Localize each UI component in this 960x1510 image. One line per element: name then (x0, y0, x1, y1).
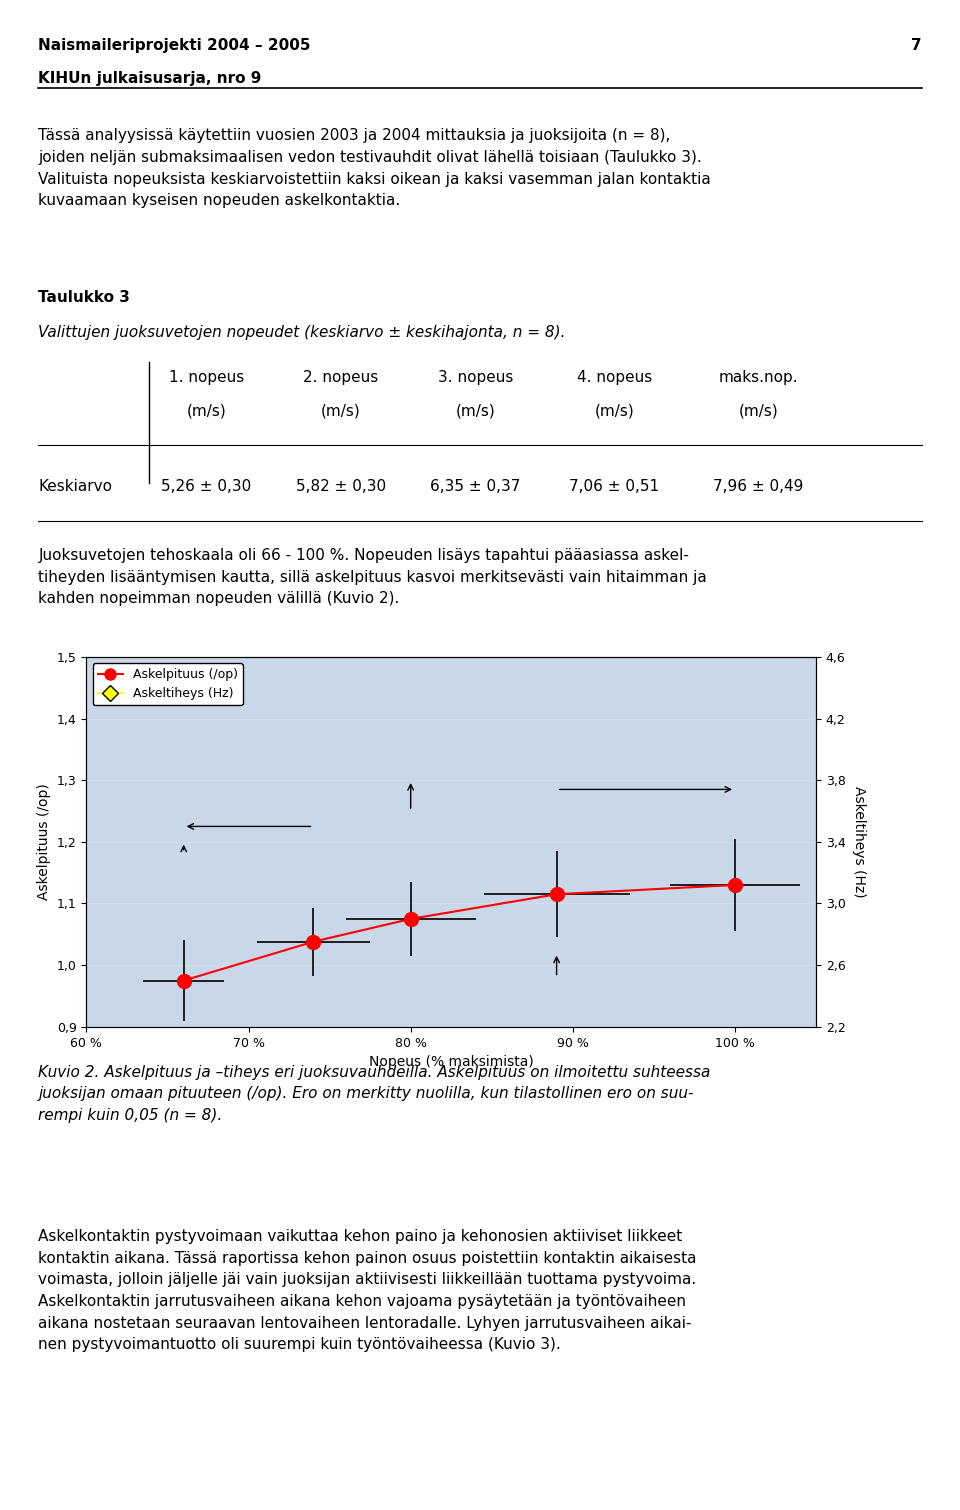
Legend: Askelpituus (/op), Askeltiheys (Hz): Askelpituus (/op), Askeltiheys (Hz) (93, 663, 243, 705)
X-axis label: Nopeus (% maksimista): Nopeus (% maksimista) (369, 1055, 534, 1069)
Text: 3. nopeus: 3. nopeus (438, 370, 513, 385)
Text: (m/s): (m/s) (455, 403, 495, 418)
Y-axis label: Askelpituus (/op): Askelpituus (/op) (37, 784, 51, 900)
Text: Askelkontaktin pystyvoimaan vaikuttaa kehon paino ja kehonosien aktiiviset liikk: Askelkontaktin pystyvoimaan vaikuttaa ke… (38, 1229, 697, 1351)
Text: (m/s): (m/s) (186, 403, 227, 418)
Text: Kuvio 2. Askelpituus ja –tiheys eri juoksuvauhdeilla. Askelpituus on ilmoitettu : Kuvio 2. Askelpituus ja –tiheys eri juok… (38, 1065, 710, 1123)
Text: maks.nop.: maks.nop. (719, 370, 798, 385)
Text: Juoksuvetojen tehoskaala oli 66 - 100 %. Nopeuden lisäys tapahtui pääasiassa ask: Juoksuvetojen tehoskaala oli 66 - 100 %.… (38, 548, 708, 607)
Y-axis label: Askeltiheys (Hz): Askeltiheys (Hz) (852, 787, 867, 897)
Text: 2. nopeus: 2. nopeus (303, 370, 378, 385)
Text: 7: 7 (911, 38, 922, 53)
Text: Naismaileriprojekti 2004 – 2005: Naismaileriprojekti 2004 – 2005 (38, 38, 311, 53)
Text: (m/s): (m/s) (594, 403, 635, 418)
Text: Valittujen juoksuvetojen nopeudet (keskiarvo ± keskihajonta, n = 8).: Valittujen juoksuvetojen nopeudet (keski… (38, 325, 565, 340)
Text: 6,35 ± 0,37: 6,35 ± 0,37 (430, 479, 520, 494)
Text: 4. nopeus: 4. nopeus (577, 370, 652, 385)
Text: Tässä analyysissä käytettiin vuosien 2003 ja 2004 mittauksia ja juoksijoita (n =: Tässä analyysissä käytettiin vuosien 200… (38, 128, 711, 208)
Text: 7,96 ± 0,49: 7,96 ± 0,49 (713, 479, 804, 494)
Text: Taulukko 3: Taulukko 3 (38, 290, 131, 305)
Text: 5,82 ± 0,30: 5,82 ± 0,30 (296, 479, 386, 494)
Text: 5,26 ± 0,30: 5,26 ± 0,30 (161, 479, 252, 494)
Text: 7,06 ± 0,51: 7,06 ± 0,51 (569, 479, 660, 494)
Text: KIHUn julkaisusarja, nro 9: KIHUn julkaisusarja, nro 9 (38, 71, 262, 86)
Text: 1. nopeus: 1. nopeus (169, 370, 244, 385)
Text: (m/s): (m/s) (738, 403, 779, 418)
Text: Keskiarvo: Keskiarvo (38, 479, 112, 494)
Text: (m/s): (m/s) (321, 403, 361, 418)
